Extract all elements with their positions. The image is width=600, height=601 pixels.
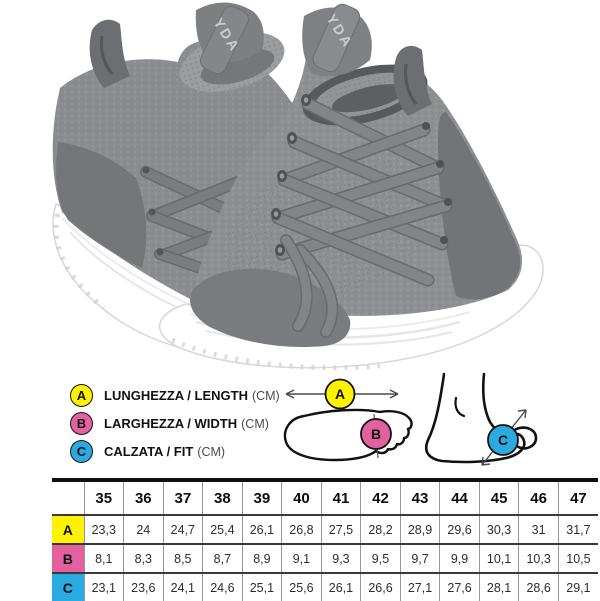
row-label-a: A	[52, 514, 84, 544]
size-header-cell: 40	[281, 480, 322, 515]
size-header-cell: 45	[478, 480, 519, 515]
length-value-cell: 30,3	[478, 514, 519, 544]
length-value-cell: 27,5	[320, 514, 361, 544]
fit-unit: (CM)	[197, 444, 226, 459]
fit-value-cell: 23,6	[123, 572, 164, 601]
fit-badge-diagram	[487, 424, 519, 456]
diagram-letter-c: C	[498, 432, 508, 448]
width-row: B 8,1 8,3 8,5 8,7 8,9 9,1 9,3 9,5 9,7 9,…	[52, 543, 598, 573]
size-header-row: 35 36 37 38 39 40 41 42 43 44 45 46 47	[52, 480, 598, 515]
length-value-cell: 24	[123, 514, 164, 544]
size-header-cell: 47	[557, 480, 598, 515]
width-badge: B	[70, 411, 93, 435]
row-label-c: C	[52, 572, 84, 601]
length-value-cell: 23,3	[83, 514, 124, 544]
front-shoe-heel-tab	[393, 45, 432, 117]
fit-value-cell: 26,6	[360, 572, 401, 601]
width-label: LARGHEZZA / WIDTH (CM)	[104, 415, 269, 431]
size-header-cell: 36	[123, 480, 164, 515]
width-value-cell: 9,7	[399, 543, 440, 573]
back-shoe-tongue-tag	[199, 6, 249, 74]
front-shoe-laces	[271, 97, 453, 338]
size-header-cell: 42	[360, 480, 401, 515]
size-header-cell: 43	[399, 480, 440, 515]
measurement-legend: A LUNGHEZZA / LENGTH (CM) B LARGHEZZA / W…	[70, 383, 280, 463]
foot-top-view-diagram: A B	[283, 378, 413, 462]
diagram-letter-b: B	[371, 426, 381, 442]
fit-value-cell: 24,6	[202, 572, 243, 601]
width-value-cell: 9,1	[281, 543, 322, 573]
length-badge: A	[70, 383, 93, 407]
width-value-cell: 9,5	[360, 543, 401, 573]
front-shoe-tongue-tag	[312, 3, 361, 73]
fit-value-cell: 28,1	[478, 572, 519, 601]
length-value-cell: 28,9	[399, 514, 440, 544]
fit-row: C 23,1 23,6 24,1 24,6 25,1 25,6 26,1 26,…	[52, 572, 598, 601]
width-badge-diagram	[360, 418, 392, 450]
fit-value-cell: 24,1	[162, 572, 203, 601]
length-value-cell: 29,6	[439, 514, 480, 544]
size-header-cell: 37	[162, 480, 203, 515]
length-unit: (CM)	[251, 388, 280, 403]
width-value-cell: 9,9	[439, 543, 480, 573]
size-header-cell: 44	[439, 480, 480, 515]
fit-value-cell: 25,6	[281, 572, 322, 601]
length-value-cell: 26,1	[241, 514, 282, 544]
length-badge-diagram	[324, 378, 356, 410]
product-photo: YDA	[52, 2, 544, 371]
length-value-cell: 31,7	[557, 514, 598, 544]
fit-value-cell: 23,1	[83, 572, 124, 601]
size-header-cell: 35	[83, 480, 124, 515]
back-shoe-eyelets	[142, 166, 164, 256]
length-value-cell: 25,4	[202, 514, 243, 544]
foot-side-view-diagram: C	[424, 372, 538, 466]
fit-value-cell: 25,1	[241, 572, 282, 601]
width-value-cell: 9,3	[320, 543, 361, 573]
fit-value-cell: 29,1	[557, 572, 598, 601]
row-label-b: B	[52, 543, 84, 573]
width-value-cell: 10,1	[478, 543, 519, 573]
front-shoe-eyelets	[271, 94, 452, 256]
length-value-cell: 28,2	[360, 514, 401, 544]
length-row: A 23,3 24 24,7 25,4 26,1 26,8 27,5 28,2 …	[52, 514, 598, 544]
length-value-cell: 26,8	[281, 514, 322, 544]
size-header-cell: 46	[518, 480, 559, 515]
width-value-cell: 8,7	[202, 543, 243, 573]
diagram-letter-a: A	[335, 386, 345, 402]
back-shoe-heel-patch	[56, 142, 147, 268]
fit-badge: C	[70, 439, 93, 463]
size-header-cell: 38	[202, 480, 243, 515]
legend-row-fit: C CALZATA / FIT (CM)	[70, 439, 280, 463]
length-value-cell: 31	[518, 514, 559, 544]
legend-row-width: B LARGHEZZA / WIDTH (CM)	[70, 411, 280, 435]
size-header-cell: 39	[241, 480, 282, 515]
width-value-cell: 8,5	[162, 543, 203, 573]
length-label: LUNGHEZZA / LENGTH (CM)	[104, 387, 280, 403]
front-shoe-heel-cap	[438, 112, 521, 300]
corner-cell	[52, 480, 84, 515]
fit-label: CALZATA / FIT (CM)	[104, 443, 226, 459]
width-value-cell: 10,3	[518, 543, 559, 573]
fit-value-cell: 27,1	[399, 572, 440, 601]
fit-value-cell: 27,6	[439, 572, 480, 601]
width-value-cell: 8,1	[83, 543, 124, 573]
back-shoe-heel-tab	[89, 19, 130, 89]
size-header-cell: 41	[320, 480, 361, 515]
size-table: 35 36 37 38 39 40 41 42 43 44 45 46 47 A…	[52, 478, 598, 601]
foot-measurement-diagrams: A B C	[283, 372, 538, 466]
fit-value-cell: 26,1	[320, 572, 361, 601]
length-value-cell: 24,7	[162, 514, 203, 544]
front-shoe: YDA	[159, 3, 544, 371]
legend-row-length: A LUNGHEZZA / LENGTH (CM)	[70, 383, 280, 407]
width-unit: (CM)	[241, 416, 269, 431]
width-value-cell: 10,5	[557, 543, 598, 573]
fit-value-cell: 28,6	[518, 572, 559, 601]
width-value-cell: 8,9	[241, 543, 282, 573]
width-value-cell: 8,3	[123, 543, 164, 573]
